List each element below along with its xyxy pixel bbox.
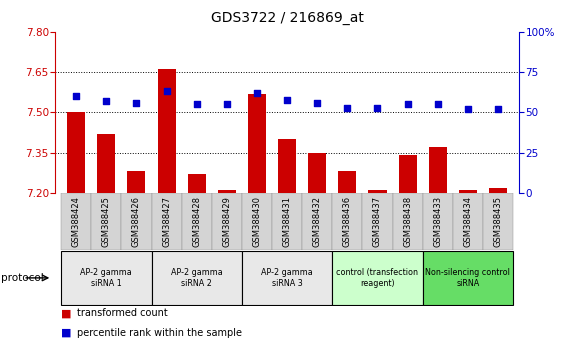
- Bar: [483, 193, 513, 250]
- Bar: [67, 112, 85, 193]
- Text: GSM388425: GSM388425: [102, 196, 111, 247]
- Bar: [128, 171, 146, 193]
- Text: GSM388430: GSM388430: [252, 196, 262, 247]
- Point: [71, 93, 81, 99]
- Text: GSM388428: GSM388428: [192, 196, 201, 247]
- Point: [313, 100, 322, 105]
- Bar: [302, 193, 332, 250]
- Bar: [151, 193, 182, 250]
- Text: GSM388424: GSM388424: [72, 196, 81, 247]
- FancyBboxPatch shape: [332, 251, 423, 305]
- Bar: [332, 193, 362, 250]
- Text: GSM388433: GSM388433: [433, 196, 442, 247]
- Point: [463, 106, 473, 112]
- Text: GSM388434: GSM388434: [463, 196, 472, 247]
- Bar: [368, 190, 386, 193]
- Text: transformed count: transformed count: [77, 308, 168, 318]
- FancyBboxPatch shape: [151, 251, 242, 305]
- Point: [282, 97, 292, 102]
- Text: AP-2 gamma
siRNA 3: AP-2 gamma siRNA 3: [261, 268, 313, 287]
- Text: GSM388427: GSM388427: [162, 196, 171, 247]
- Bar: [398, 155, 416, 193]
- Bar: [158, 69, 176, 193]
- Point: [494, 106, 503, 112]
- Point: [162, 88, 171, 94]
- Bar: [121, 193, 151, 250]
- Bar: [248, 93, 266, 193]
- Bar: [308, 153, 327, 193]
- Bar: [91, 193, 121, 250]
- Point: [222, 102, 231, 107]
- Point: [433, 102, 443, 107]
- Bar: [453, 193, 483, 250]
- Bar: [242, 193, 272, 250]
- Bar: [188, 174, 206, 193]
- Bar: [272, 193, 302, 250]
- Point: [403, 102, 412, 107]
- Point: [343, 105, 352, 110]
- Text: AP-2 gamma
siRNA 1: AP-2 gamma siRNA 1: [81, 268, 132, 287]
- Text: GSM388426: GSM388426: [132, 196, 141, 247]
- Text: protocol: protocol: [1, 273, 44, 283]
- Point: [192, 102, 201, 107]
- Bar: [489, 188, 507, 193]
- Bar: [423, 193, 453, 250]
- Bar: [278, 139, 296, 193]
- Bar: [338, 171, 356, 193]
- FancyBboxPatch shape: [242, 251, 332, 305]
- Bar: [97, 134, 115, 193]
- Bar: [182, 193, 212, 250]
- Text: GSM388432: GSM388432: [313, 196, 322, 247]
- Text: GSM388431: GSM388431: [282, 196, 292, 247]
- Bar: [218, 190, 236, 193]
- Text: ■: ■: [61, 308, 71, 318]
- Text: GDS3722 / 216869_at: GDS3722 / 216869_at: [211, 11, 364, 25]
- Text: GSM388438: GSM388438: [403, 196, 412, 247]
- Point: [252, 90, 262, 96]
- Bar: [393, 193, 423, 250]
- Text: Non-silencing control
siRNA: Non-silencing control siRNA: [426, 268, 510, 287]
- Text: AP-2 gamma
siRNA 2: AP-2 gamma siRNA 2: [171, 268, 223, 287]
- Text: GSM388429: GSM388429: [222, 196, 231, 247]
- Text: control (transfection
reagent): control (transfection reagent): [336, 268, 419, 287]
- Bar: [429, 147, 447, 193]
- Bar: [362, 193, 393, 250]
- Point: [373, 105, 382, 110]
- FancyBboxPatch shape: [61, 251, 151, 305]
- Bar: [61, 193, 91, 250]
- FancyBboxPatch shape: [423, 251, 513, 305]
- Bar: [459, 190, 477, 193]
- Point: [102, 98, 111, 104]
- Text: ■: ■: [61, 328, 71, 338]
- Bar: [212, 193, 242, 250]
- Text: GSM388436: GSM388436: [343, 196, 352, 247]
- Text: GSM388435: GSM388435: [494, 196, 502, 247]
- Point: [132, 100, 141, 105]
- Text: percentile rank within the sample: percentile rank within the sample: [77, 328, 242, 338]
- Text: GSM388437: GSM388437: [373, 196, 382, 247]
